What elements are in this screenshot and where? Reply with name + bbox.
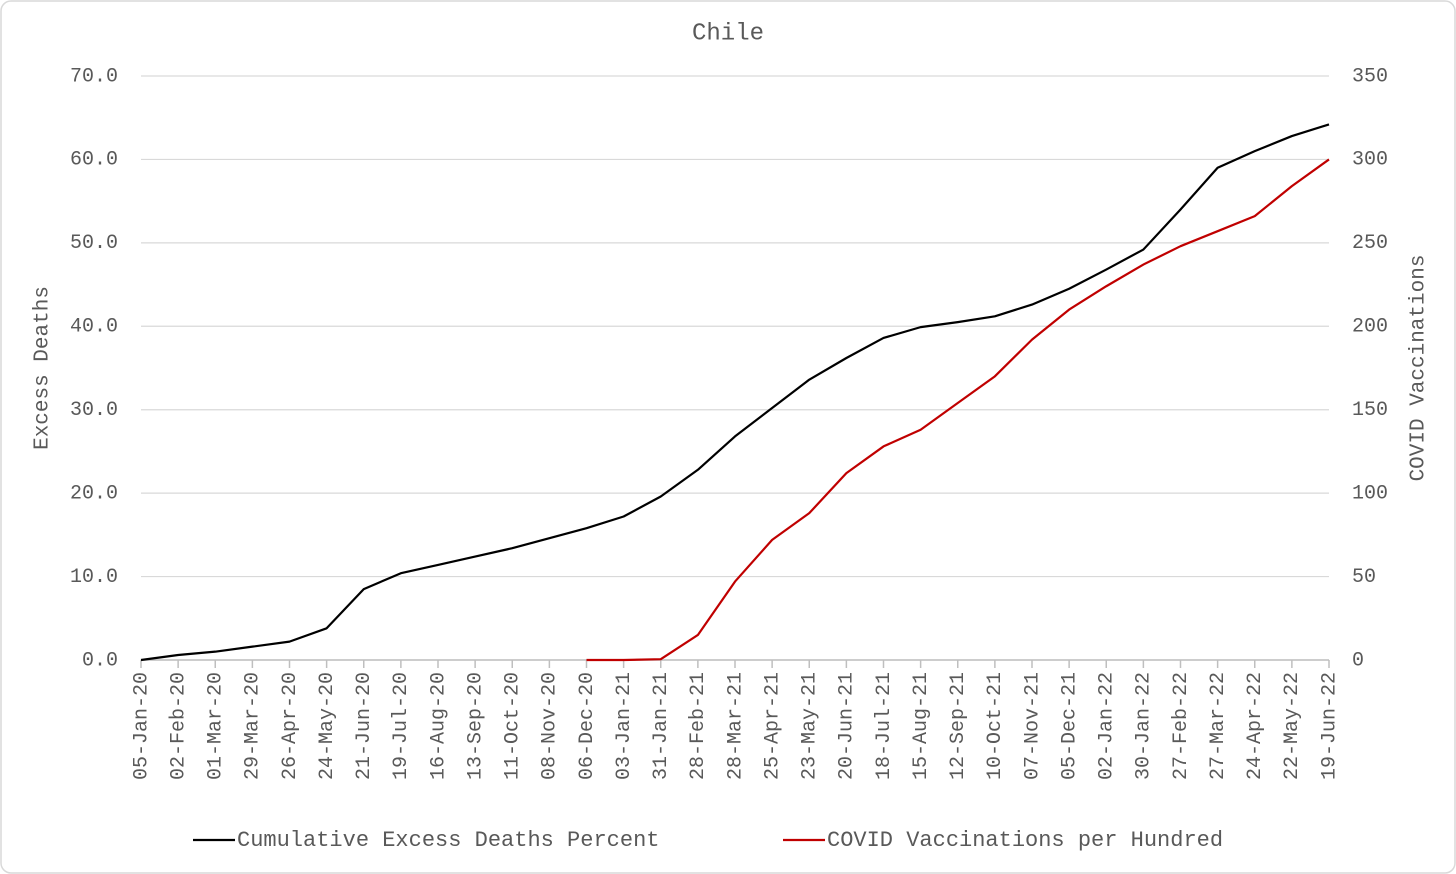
x-tick-label: 13-Sep-20 [464,672,487,780]
x-tick-label: 26-Apr-20 [279,672,302,780]
y-tick-label: 20.0 [70,482,118,505]
x-tick-label: 23-May-21 [799,672,822,780]
y-tick-label: 50.0 [70,232,118,255]
y2-tick-label: 100 [1352,482,1388,505]
x-tick-label: 24-Apr-22 [1244,672,1267,780]
x-tick-label: 07-Nov-21 [1021,672,1044,780]
y-tick-label: 70.0 [70,65,118,88]
x-tick-label: 10-Oct-21 [984,672,1007,780]
chart-title: Chile [692,20,764,47]
x-tick-label: 28-Mar-21 [724,672,747,780]
x-tick-label: 05-Dec-21 [1058,672,1081,780]
x-tick-label: 06-Dec-20 [576,672,599,780]
x-tick-label: 25-Apr-21 [761,672,784,780]
line-series [586,158,1330,662]
y2-tick-label: 0 [1352,649,1364,672]
x-tick-label: 30-Jan-22 [1133,672,1156,780]
y-tick-label: 30.0 [70,399,118,422]
y2-tick-label: 150 [1352,399,1388,422]
y-tick-label: 60.0 [70,149,118,172]
y-tick-label: 0.0 [82,649,118,672]
y2-tick-label: 50 [1352,566,1376,589]
x-tick-label: 02-Jan-22 [1096,672,1119,780]
y2-tick-label: 350 [1352,65,1388,88]
x-tick-label: 21-Jun-20 [353,672,376,780]
x-tick-label: 15-Aug-21 [910,672,933,780]
y2-tick-label: 200 [1352,316,1388,339]
x-tick-label: 29-Mar-20 [242,672,265,780]
y-tick-label: 40.0 [70,316,118,339]
x-tick-label: 22-May-22 [1281,672,1304,780]
x-tick-label: 01-Mar-20 [205,672,228,780]
x-tick-label: 05-Jan-20 [130,672,153,780]
x-tick-label: 18-Jul-21 [873,672,896,780]
y-axis-title: Excess Deaths [32,286,55,450]
x-tick-label: 03-Jan-21 [613,672,636,780]
x-tick-label: 24-May-20 [316,672,339,780]
legend-label: COVID Vaccinations per Hundred [827,828,1223,853]
x-tick-label: 27-Feb-22 [1170,672,1193,780]
x-tick-label: 19-Jun-22 [1318,672,1341,780]
x-tick-label: 31-Jan-21 [650,672,673,780]
y-tick-label: 10.0 [70,566,118,589]
legend-label: Cumulative Excess Deaths Percent [237,828,659,853]
line-series [140,123,1330,662]
y2-tick-label: 300 [1352,149,1388,172]
x-tick-label: 08-Nov-20 [539,672,562,780]
x-tick-label: 19-Jul-20 [390,672,413,780]
x-tick-label: 02-Feb-20 [167,672,190,780]
x-tick-label: 16-Aug-20 [427,672,450,780]
y2-tick-label: 250 [1352,232,1388,255]
y2-axis-title: COVID Vaccinations [1408,255,1431,482]
x-tick-label: 11-Oct-20 [502,672,525,780]
x-tick-label: 28-Feb-21 [687,672,710,780]
x-tick-label: 27-Mar-22 [1207,672,1230,780]
x-tick-label: 12-Sep-21 [947,672,970,780]
x-tick-label: 20-Jun-21 [836,672,859,780]
